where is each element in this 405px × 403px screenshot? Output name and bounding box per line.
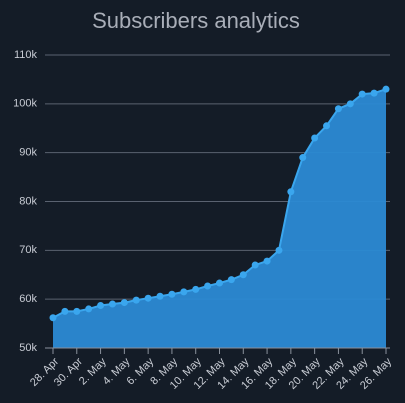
marker xyxy=(156,292,164,300)
marker xyxy=(216,279,223,287)
marker xyxy=(239,271,247,279)
y-tick-label: 110k xyxy=(14,49,38,61)
marker xyxy=(382,85,390,93)
marker xyxy=(49,314,57,322)
marker xyxy=(204,282,212,290)
marker xyxy=(334,105,342,113)
marker xyxy=(370,89,378,97)
marker xyxy=(120,299,128,307)
marker xyxy=(180,288,188,296)
marker xyxy=(73,307,81,315)
marker xyxy=(85,305,93,313)
marker xyxy=(358,90,366,98)
marker xyxy=(192,285,200,293)
marker xyxy=(311,134,319,142)
marker xyxy=(287,188,295,196)
marker xyxy=(97,302,105,310)
marker xyxy=(263,257,271,265)
y-tick-label: 50k xyxy=(19,342,37,354)
y-tick-label: 60k xyxy=(19,293,37,305)
marker xyxy=(323,122,331,130)
marker xyxy=(61,307,69,315)
marker xyxy=(132,296,140,304)
y-tick-label: 90k xyxy=(19,147,37,159)
marker xyxy=(144,294,152,302)
marker xyxy=(227,276,235,284)
marker xyxy=(251,261,259,269)
marker xyxy=(346,100,354,108)
y-tick-label: 100k xyxy=(13,98,37,110)
y-tick-label: 70k xyxy=(19,244,37,256)
marker xyxy=(299,154,307,162)
marker xyxy=(168,290,176,298)
marker xyxy=(108,300,116,308)
chart-title: Subscribers analytics xyxy=(92,8,300,33)
marker xyxy=(275,246,283,254)
area xyxy=(53,89,386,348)
y-tick-label: 80k xyxy=(19,195,37,207)
